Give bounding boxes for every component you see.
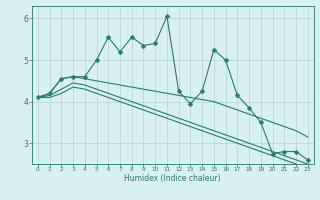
X-axis label: Humidex (Indice chaleur): Humidex (Indice chaleur) [124,174,221,183]
